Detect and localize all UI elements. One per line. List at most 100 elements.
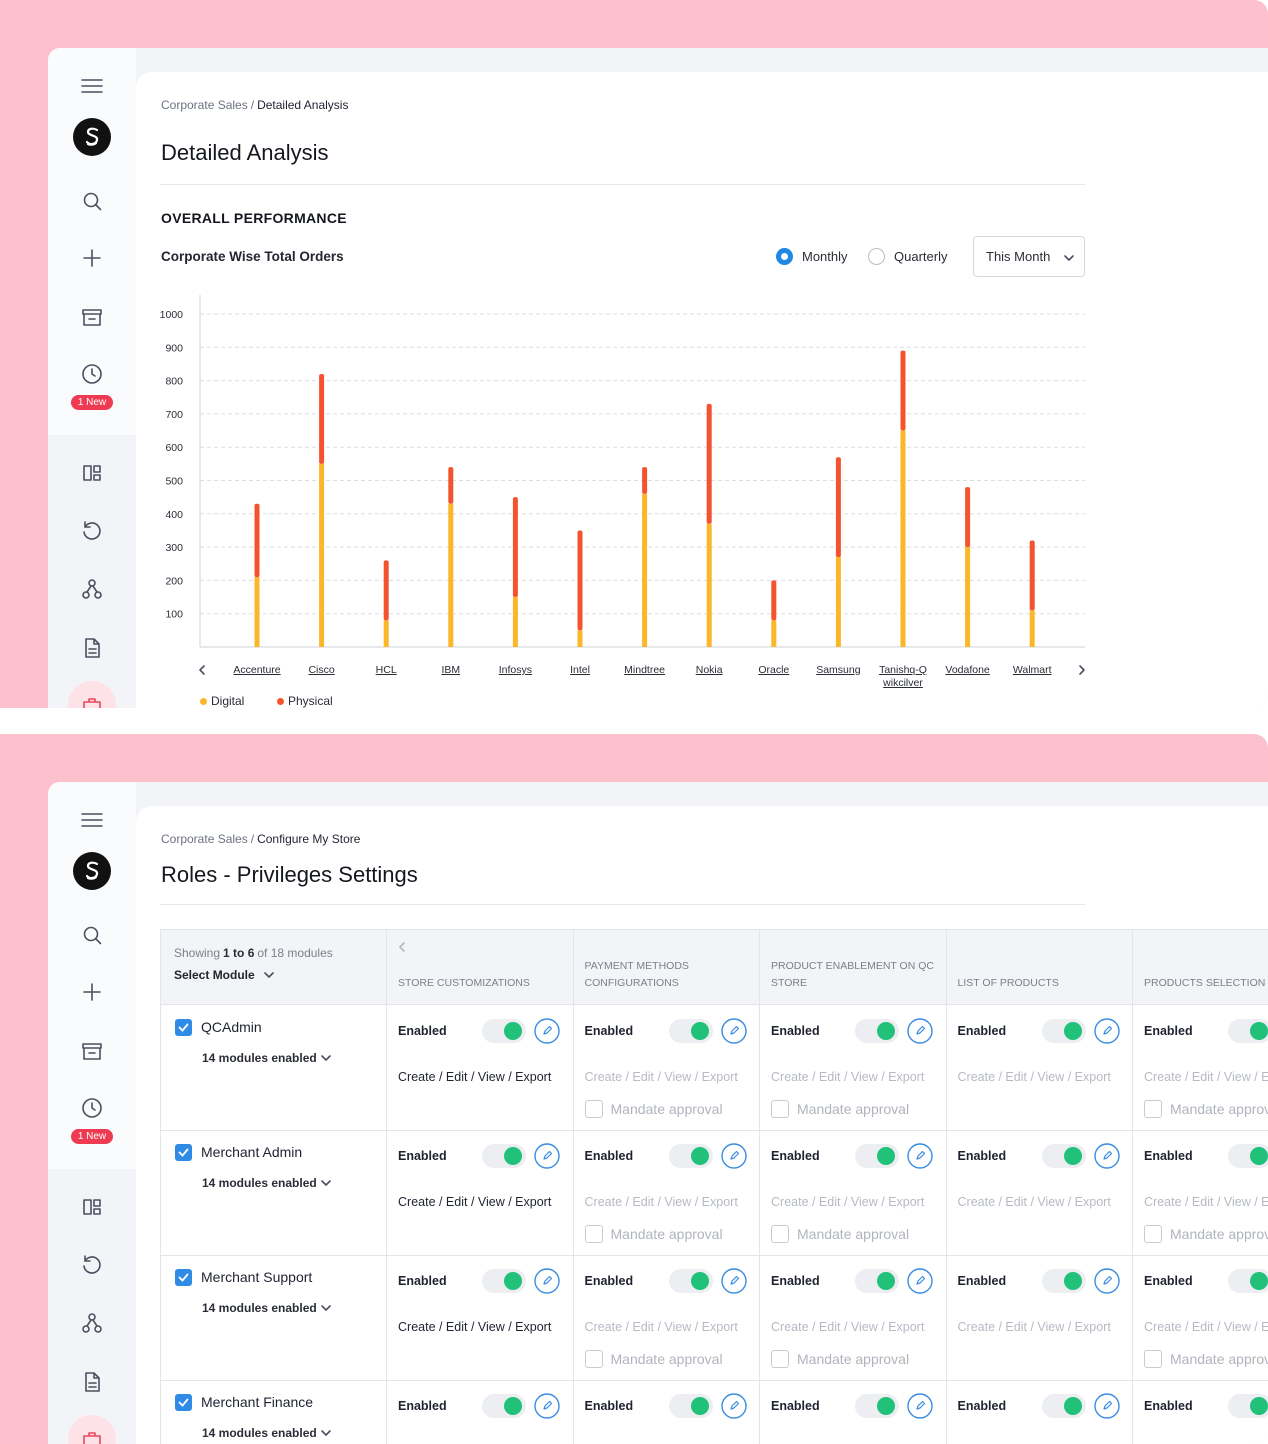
bar-segment: [254, 503, 260, 578]
toggle[interactable]: [1041, 1144, 1086, 1168]
check-mark: [178, 1398, 189, 1407]
bar-segment: [448, 503, 454, 647]
mandate-checkbox[interactable]: [1144, 1100, 1162, 1118]
mandate-checkbox[interactable]: [771, 1100, 789, 1118]
menu-button[interactable]: [80, 74, 104, 98]
edit-button[interactable]: [1093, 1268, 1120, 1294]
edit-button[interactable]: [1093, 1143, 1120, 1169]
radio-button[interactable]: [868, 248, 885, 265]
toggle[interactable]: [668, 1394, 713, 1418]
edit-button[interactable]: [720, 1393, 747, 1419]
edit-button[interactable]: [907, 1018, 933, 1044]
edit-button[interactable]: [534, 1018, 560, 1044]
column-header: LIST OF PRODUCTS: [958, 930, 1123, 1005]
menu-button-svg: [81, 813, 103, 827]
modules-enabled[interactable]: 14 modules enabled: [202, 1426, 317, 1440]
orders-button-svg: [83, 1432, 101, 1444]
toggle[interactable]: [855, 1269, 899, 1293]
toggle[interactable]: [482, 1019, 526, 1043]
layout-button[interactable]: [80, 461, 104, 485]
toggle[interactable]: [855, 1144, 899, 1168]
role-checkbox[interactable]: [175, 1394, 192, 1411]
breadcrumb-parent[interactable]: Corporate Sales: [161, 832, 248, 846]
toggle[interactable]: [1041, 1394, 1086, 1418]
mandate-checkbox[interactable]: [584, 1350, 603, 1368]
store-button[interactable]: [80, 1039, 104, 1063]
edit-button[interactable]: [1093, 1018, 1120, 1044]
search-button[interactable]: [80, 923, 104, 947]
document-button[interactable]: [80, 636, 104, 660]
edit-button[interactable]: [534, 1393, 560, 1419]
toggle[interactable]: [482, 1144, 526, 1168]
edit-button[interactable]: [1093, 1393, 1120, 1419]
edit-button[interactable]: [720, 1143, 747, 1169]
orders-button[interactable]: [80, 693, 104, 708]
history-button[interactable]: [80, 362, 104, 386]
edit-button[interactable]: [720, 1268, 747, 1294]
column-divider: [386, 930, 387, 1444]
edit-button[interactable]: [907, 1143, 933, 1169]
toggle[interactable]: [668, 1269, 713, 1293]
orders-button[interactable]: [80, 1427, 104, 1444]
radio-button[interactable]: [776, 248, 793, 265]
toggle[interactable]: [482, 1269, 526, 1293]
edit-button[interactable]: [720, 1018, 747, 1044]
role-checkbox[interactable]: [175, 1269, 192, 1286]
modules-enabled[interactable]: 14 modules enabled: [202, 1051, 317, 1065]
add-button[interactable]: [80, 246, 104, 270]
legend-swatch: [277, 698, 284, 705]
toggle[interactable]: [1228, 1019, 1268, 1043]
store-button-svg: [82, 1043, 102, 1060]
breadcrumb-current: Detailed Analysis: [257, 98, 349, 112]
role-checkbox[interactable]: [175, 1019, 192, 1036]
toggle[interactable]: [1228, 1144, 1268, 1168]
toggle[interactable]: [668, 1144, 713, 1168]
network-button[interactable]: [80, 577, 104, 601]
history-button[interactable]: [80, 1096, 104, 1120]
mandate-checkbox[interactable]: [771, 1350, 789, 1368]
network-button[interactable]: [80, 1311, 104, 1335]
chart-next[interactable]: [1075, 663, 1089, 677]
permissions: Create / Edit / View / Export: [771, 1320, 925, 1334]
mandate-checkbox[interactable]: [771, 1225, 789, 1243]
edit-button[interactable]: [534, 1143, 560, 1169]
document-button[interactable]: [80, 1370, 104, 1394]
bar-segment: [835, 557, 841, 647]
modules-enabled[interactable]: 14 modules enabled: [202, 1301, 317, 1315]
layout-button[interactable]: [80, 1195, 104, 1219]
edit-button[interactable]: [534, 1268, 560, 1294]
edit-button[interactable]: [907, 1393, 933, 1419]
check-mark: [178, 1148, 189, 1157]
column-title: STORE CUSTOMIZATIONS: [398, 977, 530, 989]
bar-segment: [900, 350, 906, 431]
toggle[interactable]: [668, 1019, 713, 1043]
range-dropdown[interactable]: This Month: [973, 236, 1085, 277]
select-module[interactable]: Select Module: [174, 968, 255, 982]
mandate-checkbox[interactable]: [584, 1225, 603, 1243]
roles-table: Showing 1 to 6 of 18 modules Select Module S…: [160, 929, 1268, 1444]
status-label: Enabled: [584, 1024, 634, 1038]
mandate-checkbox[interactable]: [584, 1100, 603, 1118]
toggle[interactable]: [855, 1019, 899, 1043]
chart-prev[interactable]: [195, 663, 209, 677]
edit-button[interactable]: [907, 1268, 933, 1294]
role-checkbox[interactable]: [175, 1144, 192, 1161]
modules-enabled[interactable]: 14 modules enabled: [202, 1176, 317, 1190]
breadcrumb-parent[interactable]: Corporate Sales: [161, 98, 248, 112]
toggle[interactable]: [1041, 1269, 1086, 1293]
menu-button[interactable]: [80, 808, 104, 832]
refresh-button[interactable]: [80, 519, 104, 543]
store-button[interactable]: [80, 305, 104, 329]
mandate-checkbox[interactable]: [1144, 1350, 1162, 1368]
toggle[interactable]: [1228, 1269, 1268, 1293]
toggle[interactable]: [855, 1394, 899, 1418]
toggle[interactable]: [1041, 1019, 1086, 1043]
columns-prev[interactable]: [395, 940, 409, 954]
toggle[interactable]: [482, 1394, 526, 1418]
toggle[interactable]: [1228, 1394, 1268, 1418]
search-button[interactable]: [80, 189, 104, 213]
mandate-checkbox[interactable]: [1144, 1225, 1162, 1243]
refresh-button[interactable]: [80, 1253, 104, 1277]
bar-segment: [771, 620, 777, 647]
add-button[interactable]: [80, 980, 104, 1004]
